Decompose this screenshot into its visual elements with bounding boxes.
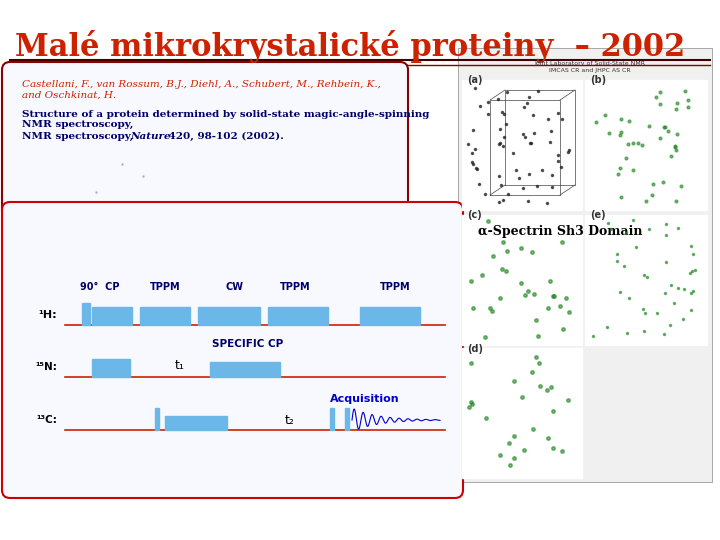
Bar [92, 359, 130, 377]
Bar [140, 307, 190, 325]
Text: ¹⁵N:: ¹⁵N: [35, 362, 57, 372]
Text: TPPM: TPPM [279, 282, 310, 292]
Bar [360, 307, 420, 325]
Text: SPECIFIC CP: SPECIFIC CP [212, 339, 284, 349]
Bar [268, 307, 328, 325]
Text: (b): (b) [590, 75, 606, 85]
Text: (d): (d) [467, 344, 483, 354]
Text: (e): (e) [590, 210, 606, 220]
Text: t₁: t₁ [175, 359, 185, 372]
Text: Acquisition: Acquisition [330, 394, 400, 404]
Bar [585, 80, 707, 210]
Bar [165, 416, 227, 430]
Text: α-Spectrin Sh3 Domain: α-Spectrin Sh3 Domain [478, 225, 642, 238]
Text: ¹³C:: ¹³C: [36, 415, 57, 425]
Bar [462, 80, 582, 210]
Bar [462, 215, 582, 345]
Text: Joint Laboratory of Solid-State NMR: Joint Laboratory of Solid-State NMR [534, 61, 646, 66]
Bar [462, 348, 582, 478]
Bar [198, 307, 260, 325]
Text: Structure of a protein determined by solid-state magic-angle-spinning
NMR spectr: Structure of a protein determined by sol… [22, 110, 429, 130]
Text: IMCAS CR and JHPC AS CR: IMCAS CR and JHPC AS CR [549, 68, 631, 73]
Text: TPPM: TPPM [379, 282, 410, 292]
Text: ¹H:: ¹H: [38, 310, 57, 320]
FancyBboxPatch shape [458, 48, 712, 482]
Text: (a): (a) [467, 75, 482, 85]
Bar [345, 408, 349, 430]
Bar [155, 408, 159, 430]
Text: Malé mikrokrystalické proteiny  – 2002: Malé mikrokrystalické proteiny – 2002 [15, 30, 685, 63]
FancyBboxPatch shape [2, 202, 463, 498]
Text: t₂: t₂ [285, 414, 295, 427]
FancyBboxPatch shape [2, 62, 408, 218]
Text: 90°  CP: 90° CP [80, 282, 120, 292]
Text: CW: CW [226, 282, 244, 292]
Text: TPPM: TPPM [150, 282, 180, 292]
Text: NMR spectroscopy,: NMR spectroscopy, [22, 132, 137, 141]
Bar [210, 362, 280, 377]
Bar [585, 215, 707, 345]
Text: Castellani, F., van Rossum, B.J., Diehl, A., Schubert, M., Rehbein, K.,
and Osch: Castellani, F., van Rossum, B.J., Diehl,… [22, 80, 381, 99]
Bar [92, 307, 132, 325]
Text: Nature: Nature [130, 132, 171, 141]
Bar [330, 408, 334, 430]
Text: (c): (c) [467, 210, 482, 220]
Text: 420, 98-102 (2002).: 420, 98-102 (2002). [165, 132, 284, 141]
Bar [82, 303, 90, 325]
